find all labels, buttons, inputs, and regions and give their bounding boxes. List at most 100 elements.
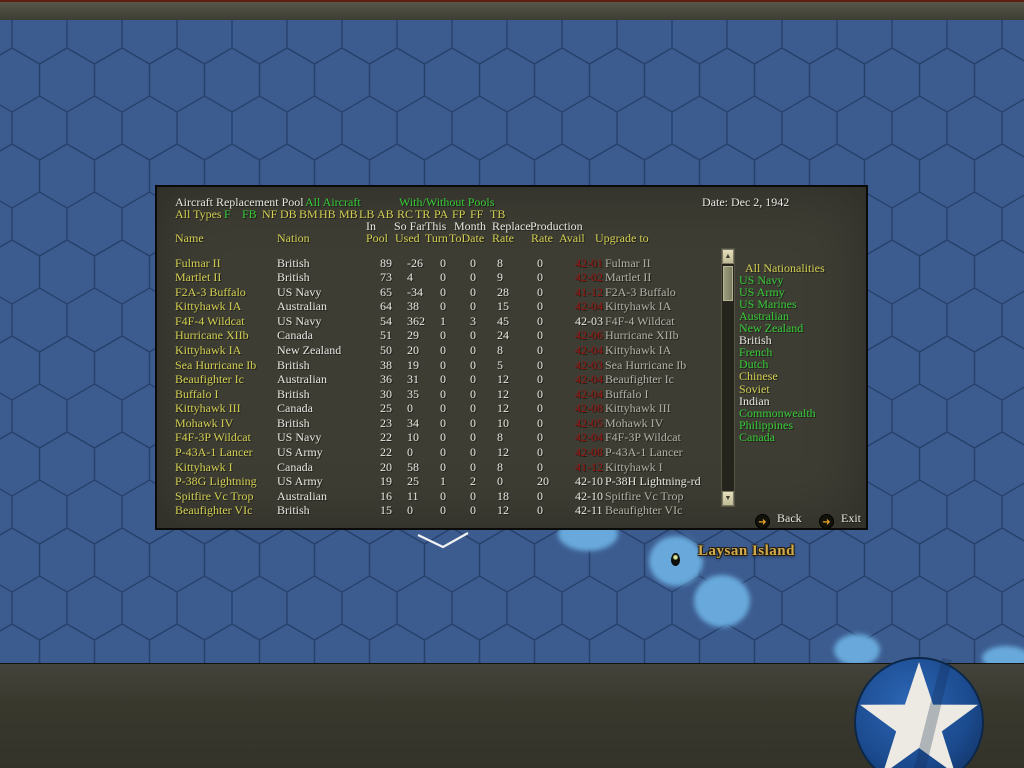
table-row[interactable]: F2A-3 Buffalo US Navy 65 -34 0 0 28 0 41-12 F2A-3…	[157, 285, 705, 299]
cell-used: 0	[407, 401, 413, 416]
cell-pool: 38	[380, 357, 392, 372]
table-row[interactable]: Buffalo I British 30 35 0 0 12 0 42-04 Buffalo I	[157, 387, 705, 401]
filter-type-f[interactable]: F	[224, 207, 231, 221]
cell-nation: British	[277, 415, 310, 430]
table-row[interactable]: Fulmar II British 89 -26 0 0 8 0 42-01 Fulmar II	[157, 256, 705, 270]
filter-type-nf[interactable]: NF	[262, 207, 278, 221]
filter-type-db[interactable]: DB	[280, 207, 297, 221]
nationality-item[interactable]: Chinese	[739, 369, 778, 384]
nationality-item[interactable]: US Marines	[739, 297, 797, 312]
table-row[interactable]: P-43A-1 Lancer US Army 22 0 0 0 12 0 42-08 P-43A-…	[157, 445, 705, 459]
filter-all-types[interactable]: All Types	[175, 207, 222, 221]
cell-todate: 0	[470, 386, 476, 401]
island-base-marker	[671, 553, 680, 566]
cell-todate: 0	[470, 372, 476, 387]
filter-type-rc[interactable]: RC	[397, 207, 414, 221]
aircraft-scope-toggle[interactable]: All Aircraft	[305, 195, 361, 209]
table-row[interactable]: Mohawk IV British 23 34 0 0 10 0 42-05 Mohawk IV	[157, 416, 705, 430]
nationality-item[interactable]: Australian	[739, 309, 789, 324]
scrollbar-up-arrow-icon[interactable]: ▲	[722, 249, 734, 264]
column-header: ToDate	[449, 231, 485, 245]
cell-name: P-38G Lightning	[175, 474, 257, 489]
cell-pool: 30	[380, 386, 392, 401]
shallow-water	[558, 517, 1024, 663]
cell-avail: 42-01	[575, 255, 603, 270]
table-row[interactable]: Spitfire Vc Trop Australian 16 11 0 0 18 0 42-10…	[157, 489, 705, 503]
filter-type-fp[interactable]: FP	[452, 207, 466, 221]
top-menu-bar	[0, 0, 1024, 21]
nationality-item[interactable]: US Army	[739, 285, 785, 300]
cell-prod: 20	[537, 474, 549, 489]
cell-todate: 0	[470, 357, 476, 372]
filter-type-bm[interactable]: BM	[299, 207, 318, 221]
filter-type-tr[interactable]: TR	[415, 207, 431, 221]
nationality-item[interactable]: New Zealand	[739, 321, 804, 336]
nationality-item[interactable]: US Navy	[739, 273, 784, 288]
table-row[interactable]: Beaufighter Ic Australian 36 31 0 0 12 0 42-04 Be…	[157, 372, 705, 386]
filter-type-fb[interactable]: FB	[242, 207, 257, 221]
dialog-title: Aircraft Replacement Pool	[175, 195, 304, 209]
nationality-item[interactable]: Philippines	[739, 417, 794, 432]
cell-used: 25	[407, 474, 419, 489]
nationality-list: All Nationalities US Navy US Army US Marine…	[157, 187, 866, 528]
pools-toggle[interactable]: With/Without Pools	[399, 195, 495, 209]
table-row[interactable]: Beaufighter VIc British 15 0 0 0 12 0 42-11 Beauf…	[157, 503, 705, 517]
back-button[interactable]: ➜ Back	[755, 511, 802, 529]
table-row[interactable]: Kittyhawk III Canada 25 0 0 0 12 0 42-08 Kittyhaw…	[157, 401, 705, 415]
table-row[interactable]: P-38G Lightning US Army 19 25 1 2 0 20 42-10 P-38…	[157, 474, 705, 488]
filter-type-ff[interactable]: FF	[470, 207, 484, 221]
scrollbar[interactable]: ▲ ▼	[721, 248, 735, 507]
table-row[interactable]: F4F-3P Wildcat US Navy 22 10 0 0 8 0 42-04 F4F-3P…	[157, 430, 705, 444]
table-row[interactable]: Kittyhawk IA Australian 64 38 0 0 15 0 42-04 Kitt…	[157, 299, 705, 313]
cell-nation: Australian	[277, 488, 327, 503]
cell-used: 11	[407, 488, 419, 503]
table-row[interactable]: Kittyhawk IA New Zealand 50 20 0 0 8 0 42-04 Kitt…	[157, 343, 705, 357]
cell-avail: 42-04	[575, 342, 603, 357]
cell-name: F4F-4 Wildcat	[175, 313, 245, 328]
filter-type-ab[interactable]: AB	[377, 207, 394, 221]
cell-name: Hurricane XIIb	[175, 328, 249, 343]
cell-upgrade: Sea Hurricane Ib	[605, 357, 687, 372]
filter-type-lb[interactable]: LB	[359, 207, 375, 221]
table-row[interactable]: Sea Hurricane Ib British 38 19 0 0 5 0 42-03 Sea …	[157, 358, 705, 372]
nationality-item[interactable]: British	[739, 333, 772, 348]
cell-nation: US Army	[277, 474, 323, 489]
cell-avail: 42-03	[575, 357, 603, 372]
cell-upgrade: F4F-4 Wildcat	[605, 313, 675, 328]
nationality-item[interactable]: Commonwealth	[739, 405, 816, 420]
column-header: Rate	[492, 231, 514, 245]
cell-avail: 42-11	[575, 503, 603, 518]
table-row[interactable]: Hurricane XIIb Canada 51 29 0 0 24 0 42-06 Hurric…	[157, 328, 705, 342]
cell-used: 20	[407, 342, 419, 357]
scrollbar-down-arrow-icon[interactable]: ▼	[722, 491, 734, 506]
table-row[interactable]: Kittyhawk I Canada 20 58 0 0 8 0 41-12 Kittyhawk …	[157, 460, 705, 474]
cell-avail: 41-12	[575, 284, 603, 299]
cell-prod: 0	[537, 270, 543, 285]
table-row[interactable]: Martlet II British 73 4 0 0 9 0 42-02 Martlet II	[157, 270, 705, 284]
cell-prod: 0	[537, 342, 543, 357]
nationality-item[interactable]: Indian	[739, 393, 770, 408]
nationality-item[interactable]: French	[739, 345, 773, 360]
filter-type-tb[interactable]: TB	[490, 207, 506, 221]
filter-type-mb[interactable]: MB	[339, 207, 358, 221]
filter-type-hb[interactable]: HB	[319, 207, 336, 221]
filter-type-pa[interactable]: PA	[434, 207, 449, 221]
nationality-item[interactable]: Canada	[739, 429, 775, 444]
nationality-item[interactable]: Dutch	[739, 357, 769, 372]
cell-prod: 0	[537, 255, 543, 270]
nationality-item[interactable]: Soviet	[739, 381, 770, 396]
nationality-item[interactable]: All Nationalities	[745, 261, 825, 275]
cell-avail: 42-04	[575, 386, 603, 401]
scrollbar-thumb[interactable]	[723, 266, 733, 301]
cell-replace: 18	[497, 488, 509, 503]
exit-button[interactable]: ➜ Exit	[819, 511, 861, 529]
cell-name: Kittyhawk IA	[175, 342, 242, 357]
cell-replace: 5	[497, 357, 503, 372]
cell-prod: 0	[537, 328, 543, 343]
cell-name: Buffalo I	[175, 386, 219, 401]
column-header: Used	[395, 231, 420, 245]
cell-replace: 0	[497, 474, 503, 489]
table-row[interactable]: F4F-4 Wildcat US Navy 54 362 1 3 45 0 42-03 F4F-4…	[157, 314, 705, 328]
cell-upgrade: Fulmar II	[605, 255, 651, 270]
column-header: Month	[454, 219, 487, 233]
